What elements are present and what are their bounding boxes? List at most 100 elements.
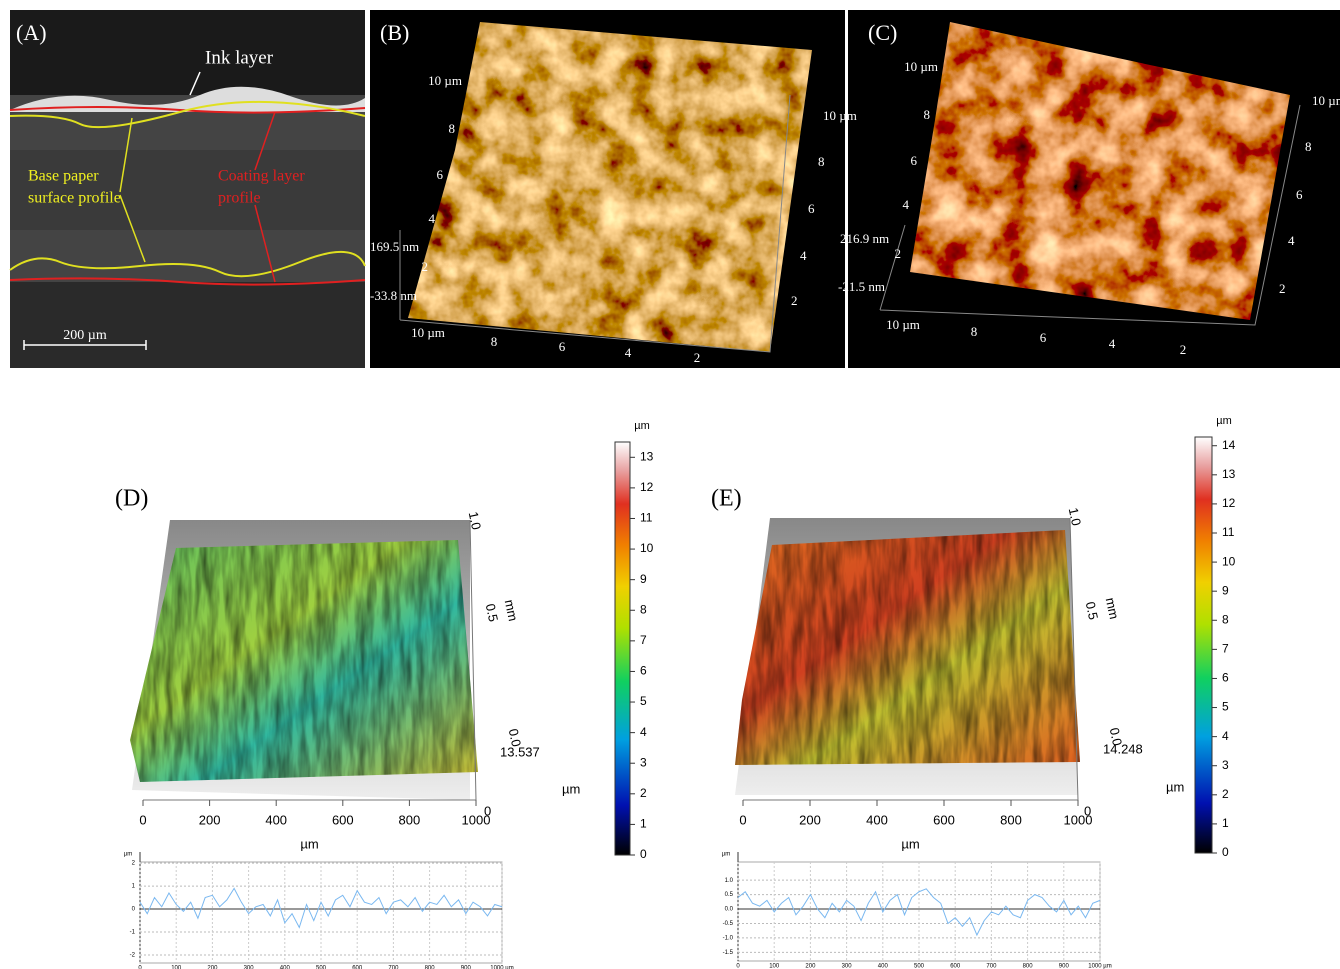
base-paper-profile-bottom	[9, 250, 366, 278]
axis-title: µm	[722, 852, 730, 858]
colorbar-label: 4	[1222, 729, 1229, 743]
tick-label: 0	[739, 812, 746, 827]
tick-label: 200	[799, 812, 821, 827]
tick-label: 0.5	[483, 602, 501, 623]
colorbar-label: 0	[640, 847, 647, 861]
tick-label: 0	[484, 803, 491, 818]
axis-label: 2	[422, 259, 429, 274]
axis-label: -21.5 nm	[838, 279, 885, 294]
label: surface profile	[28, 190, 121, 207]
label: Ink layer	[205, 47, 274, 68]
colorbar-unit: µm	[1216, 415, 1232, 427]
tick-label: 800	[425, 966, 436, 969]
colorbar-label: 11	[640, 511, 653, 525]
colorbar-label: 1	[1222, 816, 1229, 830]
colorbar-label: 7	[640, 633, 647, 647]
axis	[743, 517, 1079, 801]
axis-label: 216.9 nm	[840, 231, 889, 246]
axis-label: 8	[449, 121, 456, 136]
colorbar-label: 9	[640, 572, 647, 586]
colorbar-label: 11	[1222, 525, 1235, 539]
tick-label: 500	[914, 964, 925, 969]
axis-label: 10 µm	[823, 108, 857, 123]
tick-label: 1.0	[725, 878, 734, 884]
scale-bar	[23, 340, 147, 350]
tick-label: 0.0	[1107, 726, 1125, 747]
tick-label: -1.0	[723, 935, 734, 941]
tick-label: 400	[265, 812, 287, 827]
fiber-layer	[10, 150, 365, 230]
tick-label: -2	[130, 953, 136, 959]
colorbar-label: 7	[1222, 642, 1229, 656]
axis-label: 8	[818, 154, 825, 169]
colorbar-label: 12	[640, 480, 654, 494]
axis-label: 8	[924, 107, 931, 122]
tick-label: 0	[132, 907, 136, 913]
tick-label: 100	[769, 964, 780, 969]
coating-profile-top	[9, 106, 366, 114]
axis-label: 4	[429, 211, 436, 226]
tick-label: -1.5	[723, 950, 734, 956]
tick-label: 800	[399, 812, 421, 827]
colorbar-label: 4	[640, 725, 647, 739]
axis-label: 2	[791, 293, 798, 308]
tick-label: 0	[1084, 803, 1091, 818]
surface-texture	[130, 540, 478, 782]
tick-label: 0.5	[1083, 600, 1101, 621]
afm-surface	[910, 22, 1290, 320]
tick-label: 500	[316, 966, 327, 969]
axis-label: 10 µm	[1312, 93, 1340, 108]
tick-label: -0.5	[723, 921, 734, 927]
tick-label: 0.0	[725, 907, 734, 913]
colorbar-label: 1	[640, 817, 647, 831]
colorbar-label: 6	[640, 664, 647, 678]
tick-label: 0.5	[725, 892, 734, 898]
tick-label: 800	[1023, 964, 1034, 969]
tick-label: 400	[866, 812, 888, 827]
panel-label: (A)	[16, 20, 47, 45]
panel-label: (C)	[868, 20, 897, 45]
label: Base paper	[28, 168, 99, 185]
base-paper-profile-top	[9, 100, 366, 129]
axis-label: 6	[808, 201, 815, 216]
axis-label: 2	[694, 350, 701, 365]
axis-title: mm	[502, 598, 521, 622]
axis-label: 6	[1040, 330, 1047, 345]
panel-label: (E)	[711, 486, 742, 512]
colorbar-label: 8	[640, 602, 647, 616]
tick-label: 13.537	[500, 744, 540, 759]
colorbar-label: 8	[1222, 612, 1229, 626]
tick-label: 700	[986, 964, 997, 969]
panel-label: (D)	[115, 486, 148, 512]
colorbar-label: 0	[1222, 845, 1229, 859]
axis-label: 4	[625, 345, 632, 360]
profile-line	[737, 888, 1101, 937]
tick-label: 1.0	[1066, 506, 1084, 527]
tick-label: 0.0	[506, 727, 524, 748]
axis-label: 4	[800, 248, 807, 263]
axis-label: 6	[911, 153, 918, 168]
axis-label: 4	[1109, 336, 1116, 351]
colorbar-label: 12	[1222, 496, 1236, 510]
tick-label: 200	[805, 964, 816, 969]
label: profile	[218, 190, 261, 207]
afm-axes	[399, 94, 791, 353]
arrow	[189, 71, 201, 96]
tick-label: 0	[736, 964, 740, 969]
tick-label: 1.0	[466, 510, 484, 531]
axis-label: 169.5 nm	[370, 239, 419, 254]
axis	[143, 519, 477, 801]
colorbar-label: 3	[640, 755, 647, 769]
arrow	[254, 111, 276, 171]
tick-label: 800	[1000, 812, 1022, 827]
colorbar	[614, 441, 631, 856]
tick-label: 400	[878, 964, 889, 969]
colorbar-label: 2	[1222, 787, 1229, 801]
axis-label: 4	[1288, 233, 1295, 248]
tick-label: 0	[139, 812, 146, 827]
tick-label: -1	[130, 930, 136, 936]
axis-label: 10 µm	[411, 325, 445, 340]
axis-label: 2	[895, 246, 902, 261]
